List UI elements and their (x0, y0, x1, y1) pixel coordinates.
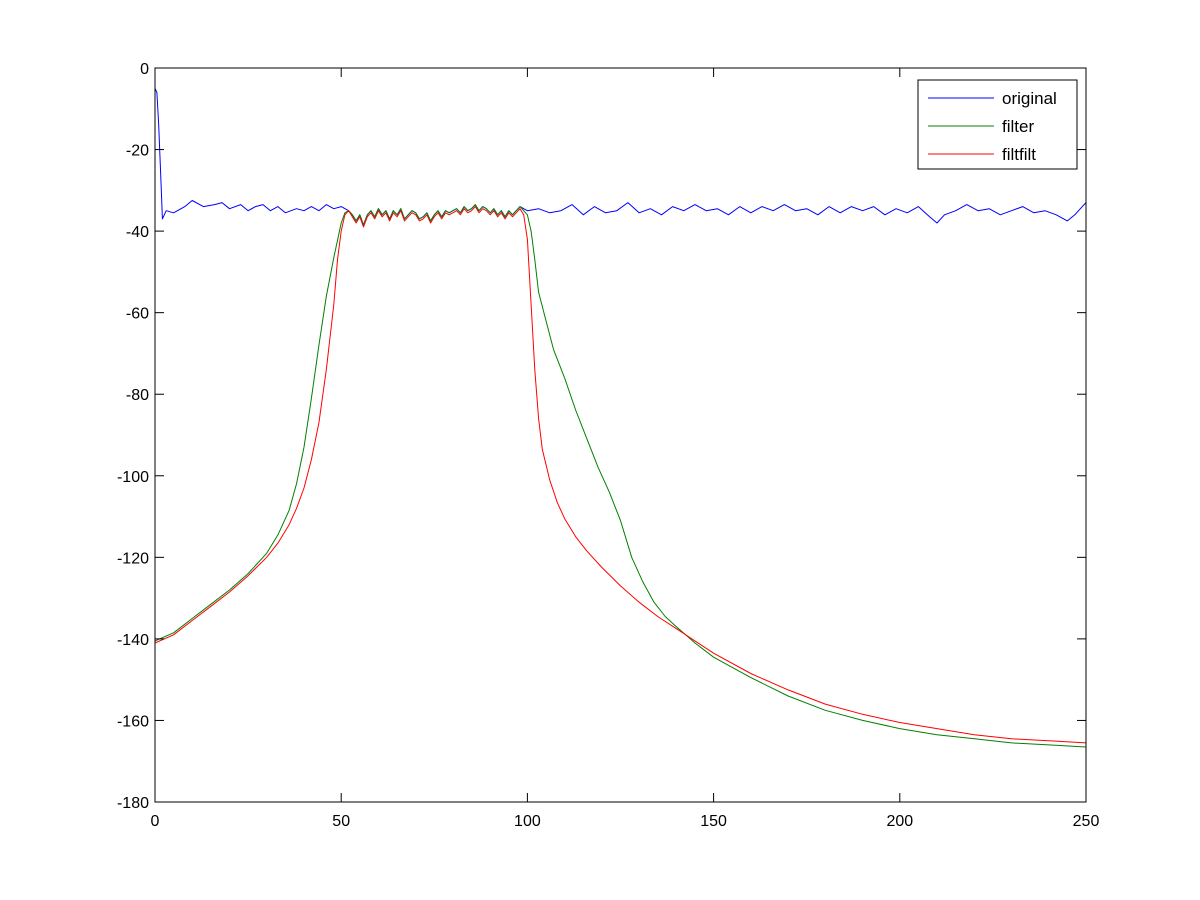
y-tick-label: -120 (117, 550, 149, 567)
y-tick-label: -40 (126, 224, 149, 241)
y-tick-label: 0 (140, 61, 149, 78)
x-tick-label: 250 (1073, 813, 1100, 830)
y-tick-label: -160 (117, 713, 149, 730)
x-tick-label: 200 (886, 813, 913, 830)
x-tick-label: 150 (700, 813, 727, 830)
y-tick-label: -100 (117, 469, 149, 486)
x-tick-label: 0 (151, 813, 160, 830)
x-tick-label: 100 (514, 813, 541, 830)
series-lines (154, 88, 1087, 748)
axis-ticks (154, 67, 1087, 803)
x-tick-label: 50 (332, 813, 350, 830)
y-tick-label: -80 (126, 387, 149, 404)
series-line-filter (154, 204, 1087, 748)
legend-label-filtfilt: filtfilt (1002, 145, 1036, 164)
y-tick-label: -20 (126, 143, 149, 160)
y-tick-label: -140 (117, 632, 149, 649)
plot-area (155, 68, 1086, 802)
axis-tick-labels: 0 50 100 150 200 250 0 -20 -40 -60 -80 -100 -120 -140… (117, 61, 1099, 830)
y-tick-label: -60 (126, 306, 149, 323)
legend-label-original: original (1002, 89, 1057, 108)
legend-label-filter: filter (1002, 117, 1034, 136)
series-line-filtfilt (154, 206, 1087, 744)
plot-frame (154, 67, 1087, 803)
legend: original filter filtfilt (917, 79, 1078, 170)
y-tick-label: -180 (117, 795, 149, 812)
